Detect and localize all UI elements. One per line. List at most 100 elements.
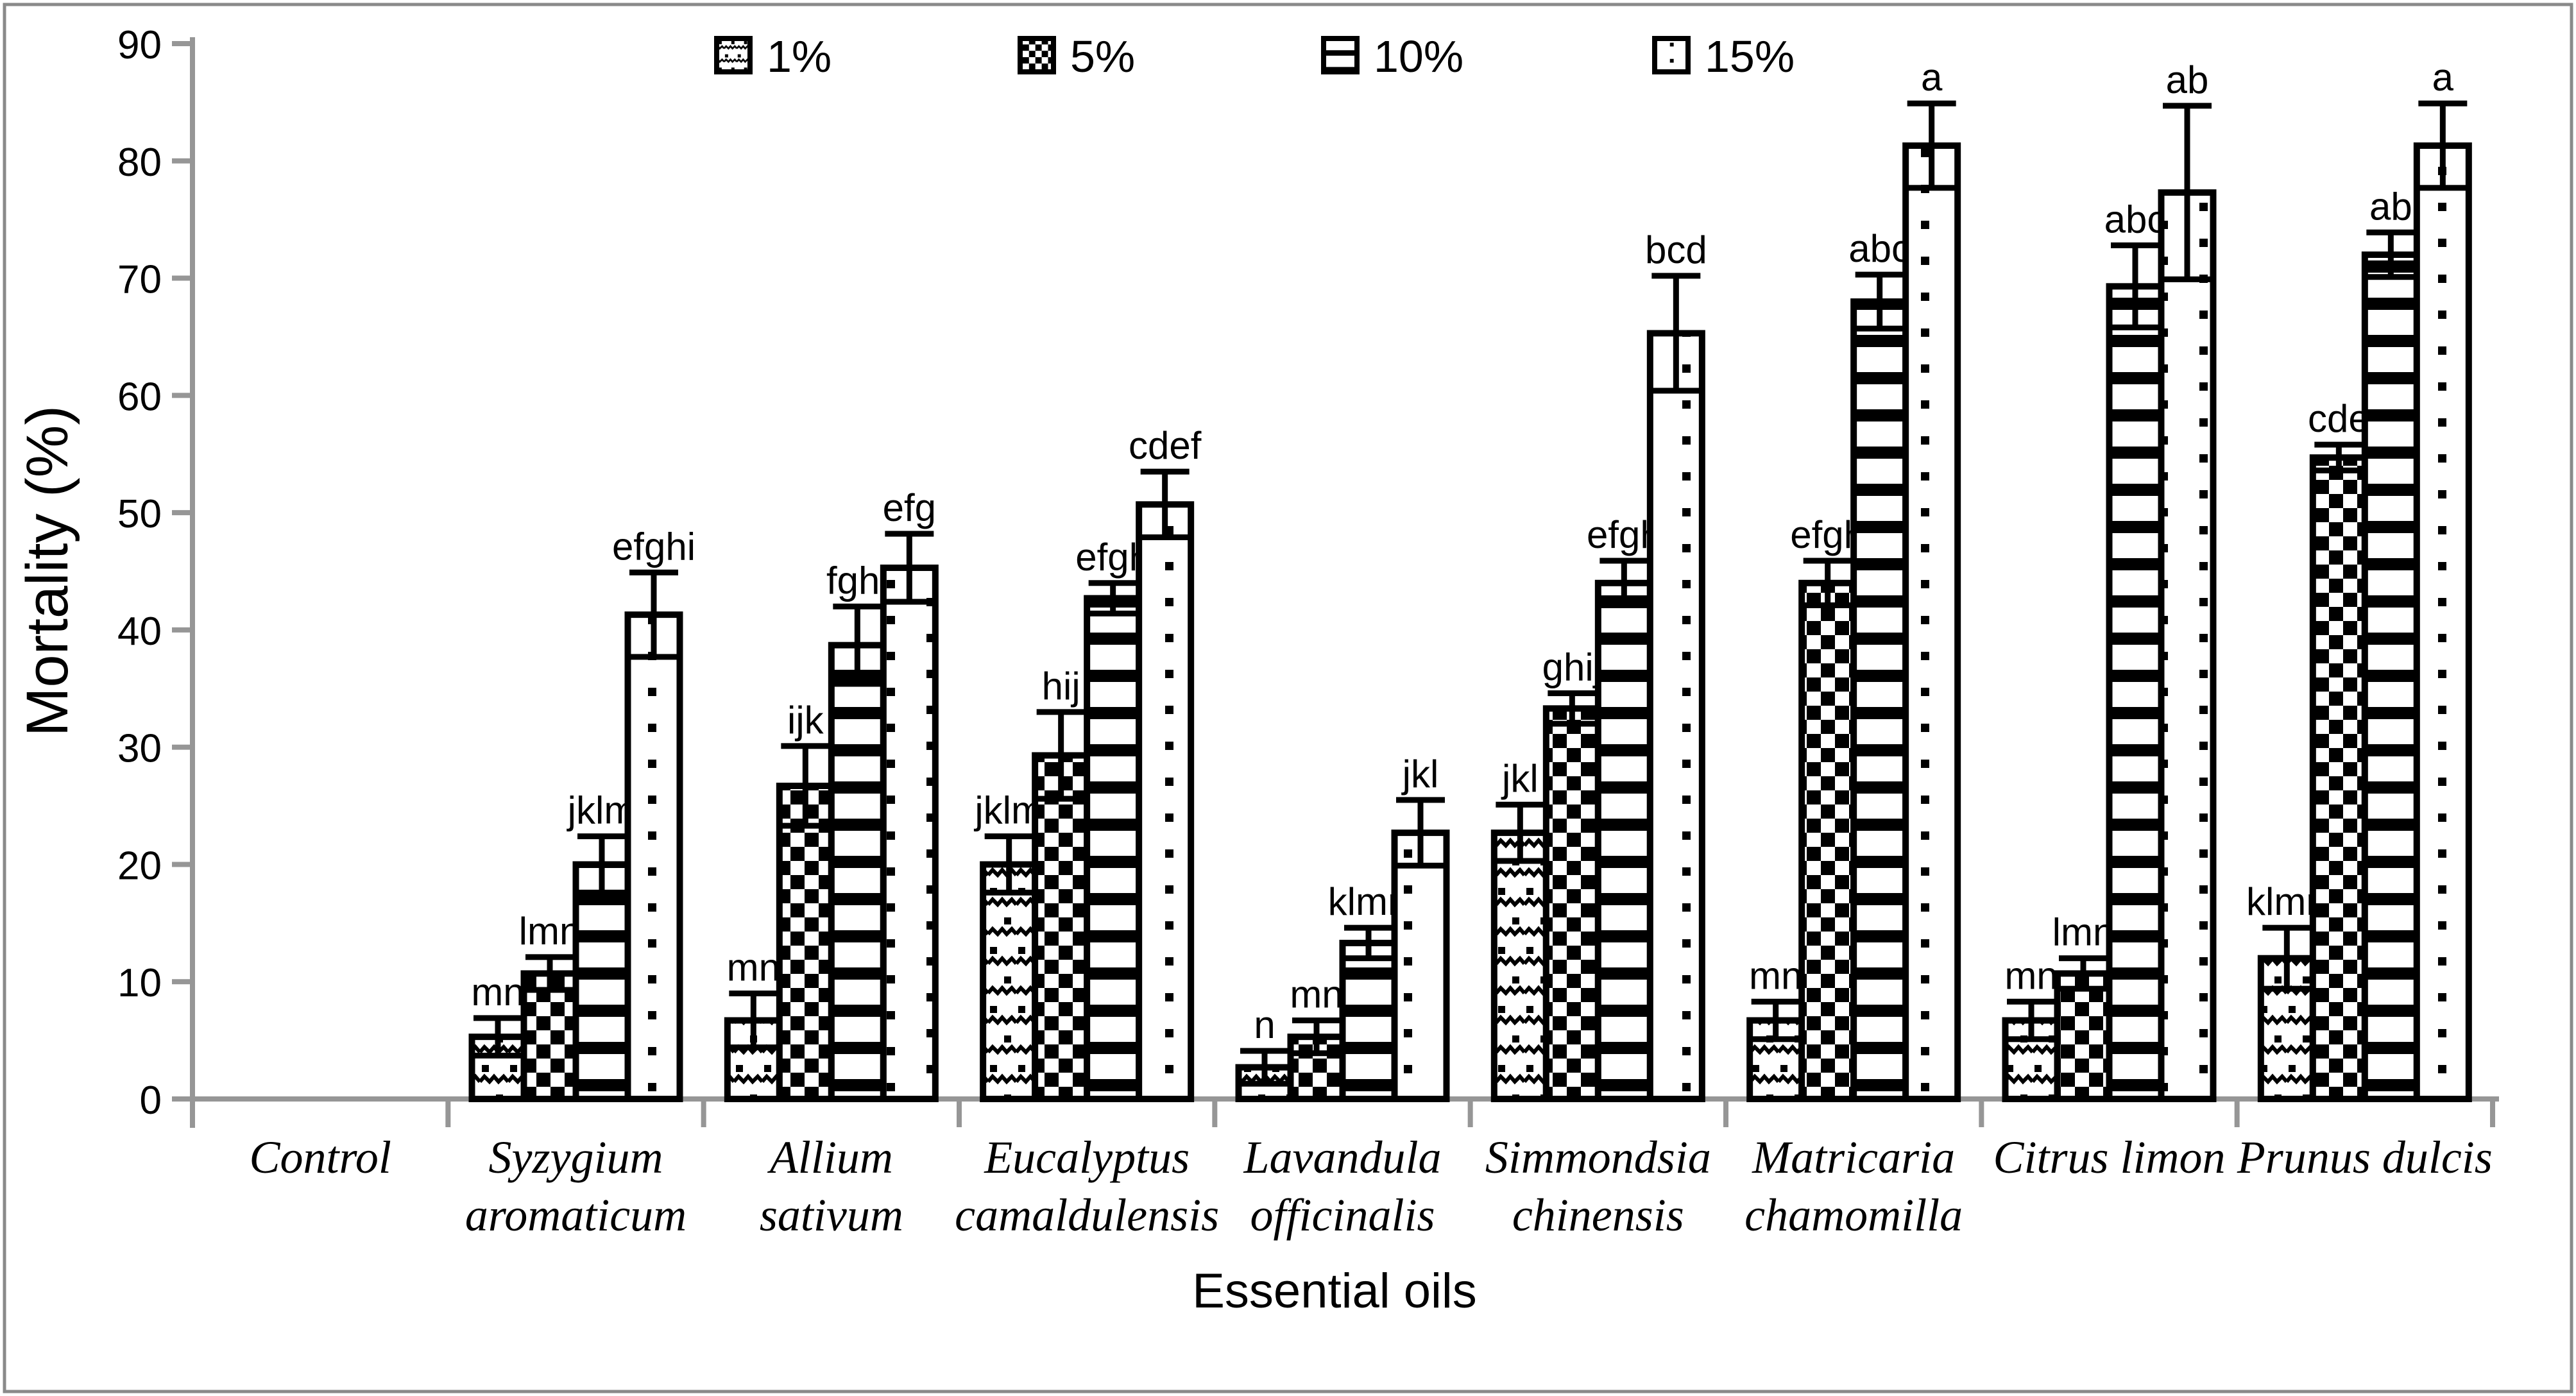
error-bar-cap-top [1803,558,1852,564]
bar-1%-simmondsia-chinensis [1490,830,1549,1103]
error-bar-cap-top [2007,998,2056,1005]
bar-15%-simmondsia-chinensis [1646,330,1705,1103]
x-tick [1212,1099,1218,1127]
category-label-prunus-dulcis: Prunus dulcis [2237,1132,2493,1183]
error-bar-cap-top [833,603,882,609]
error-bar-line [2132,245,2138,328]
y-tick [172,744,192,750]
sig-letter: cdef [1129,424,1202,467]
error-bar-cap-bottom [2262,985,2312,992]
bar-10%-eucalyptus-camaldulensis [1084,595,1143,1102]
sig-letter: mn [1749,954,1802,997]
y-tick-label: 50 [117,492,162,536]
error-bar-cap-bottom [2163,276,2212,282]
category-label-simmondsia-chinensis: chinensis [1512,1189,1684,1241]
error-bar-cap-bottom [525,987,574,993]
error-bar-cap-bottom [1599,602,1649,609]
error-bar-cap-top [2314,441,2364,448]
legend-swatch-10% [1321,36,1360,74]
error-bar-cap-top [1240,1048,1289,1054]
error-bar-line [2080,958,2086,989]
category-label-simmondsia-chinensis: Simmondsia [1485,1132,1711,1183]
error-bar-cap-bottom [1907,185,1956,191]
bar-5%-matricaria-chamomilla [1798,579,1857,1102]
bar-10%-allium-sativum [828,642,887,1102]
error-bar-line [495,1017,501,1056]
sig-letter: efghi [612,525,695,568]
bar-15%-syzygium-aromaticum [624,611,683,1102]
error-bar-cap-bottom [729,1044,778,1051]
y-tick [172,979,192,985]
y-tick-label: 70 [117,258,162,302]
bar-10%-prunus-dulcis [2361,251,2420,1102]
y-tick [172,862,192,867]
legend-label-15%: 15% [1705,31,1795,81]
error-bar-line [1773,1001,1779,1039]
error-bar-cap-bottom [833,681,882,687]
legend-swatch-15% [1652,36,1691,74]
sig-letter: ijk [787,699,824,742]
x-tick [2490,1099,2495,1127]
error-bar-line [750,993,756,1048]
error-bar-cap-top [1599,558,1649,564]
category-label-matricaria-chamomilla: Matricaria [1752,1132,1955,1183]
error-bar-cap-top [1344,924,1393,931]
sig-letter: efg [883,486,936,529]
sig-letter: ghij [1542,646,1602,689]
sig-letter: lmn [2052,911,2115,954]
category-label-allium-sativum: sativum [760,1189,903,1241]
error-bar-cap-bottom [1651,387,1701,394]
error-bar-line [599,836,605,893]
error-bar-line [1058,711,1064,799]
x-tick [701,1099,706,1127]
error-bar-cap-bottom [885,599,934,605]
y-tick-label: 30 [117,727,162,771]
error-bar-line [1825,561,1831,606]
error-bar-cap-top [2262,924,2312,931]
x-tick [1467,1099,1473,1127]
error-bar-line [1569,693,1575,724]
sig-letter: bcd [1645,228,1707,271]
bar-5%-prunus-dulcis [2309,454,2368,1102]
error-bar-line [547,957,553,991]
legend-swatch-5% [1018,36,1056,74]
sig-letter: lmn [519,910,581,953]
error-bar-line [802,745,808,826]
y-tick [172,1096,192,1102]
error-bar-line [1261,1051,1268,1084]
x-tick [1979,1099,1984,1127]
error-bar-line [1006,836,1012,893]
bar-5%-eucalyptus-camaldulensis [1032,752,1091,1102]
error-bar-cap-top [1140,468,1190,475]
y-tick-label: 40 [117,609,162,654]
error-bar-cap-top [1088,580,1138,586]
error-bar-line [1365,928,1372,958]
bar-5%-allium-sativum [776,782,835,1102]
error-bar-line [2387,232,2394,277]
error-bar-cap-bottom [473,1052,522,1059]
error-bar-cap-bottom [2007,1036,2056,1043]
bar-15%-allium-sativum [880,565,939,1102]
sig-letter: n [1254,1003,1275,1046]
error-bar-cap-bottom [1240,1080,1289,1087]
error-bar-cap-top [2163,103,2212,109]
sig-letter: mn [2004,954,2058,997]
error-bar-cap-bottom [1855,325,1904,332]
error-bar-line [1673,275,1679,391]
error-bar-line [2184,105,2190,280]
x-tick [957,1099,962,1127]
error-bar-cap-bottom [1292,1050,1341,1057]
y-tick [172,393,192,398]
error-bar-cap-top [885,531,934,537]
bar-5%-citrus-limon [2054,970,2113,1102]
error-bar-cap-top [629,569,678,575]
category-label-citrus-limon: Citrus limon [1993,1132,2225,1183]
error-bar-cap-top [1036,709,1086,715]
x-axis-title: Essential oils [1192,1264,1477,1318]
y-tick-label: 90 [117,23,162,67]
category-label-eucalyptus-camaldulensis: Eucalyptus [984,1132,1190,1183]
y-tick [172,41,192,46]
error-bar-cap-bottom [2059,985,2108,992]
bar-1%-eucalyptus-camaldulensis [980,861,1039,1102]
